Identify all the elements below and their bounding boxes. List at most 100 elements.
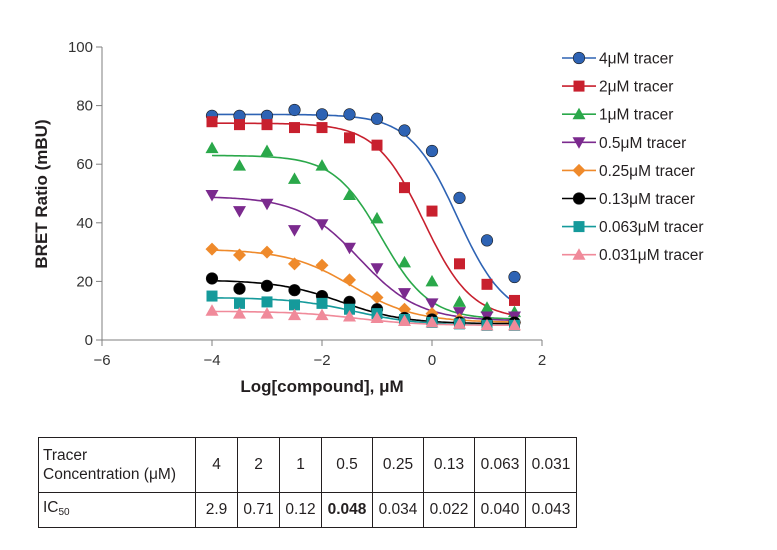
- data-point: [425, 315, 439, 328]
- ic50-cell: 0.71: [237, 492, 280, 528]
- data-point: [288, 257, 301, 271]
- concentration-header: Tracer Concentration (μM): [38, 437, 196, 493]
- data-point: [288, 284, 301, 297]
- legend-label: 0.031μM tracer: [599, 247, 704, 264]
- legend-label: 0.5μM tracer: [599, 135, 686, 152]
- concentration-cell: 0.031: [525, 437, 577, 493]
- data-point: [454, 258, 465, 270]
- data-point: [315, 159, 329, 171]
- legend-label: 4μM tracer: [599, 51, 673, 68]
- legend-marker: [572, 192, 586, 205]
- legend-marker: [573, 80, 585, 92]
- y-tick-label: 0: [85, 332, 93, 349]
- fit-curve: [212, 122, 515, 316]
- ticks: 0 20 40 60 80 100 −6 −4 −2 0 2: [68, 39, 546, 369]
- legend-label: 0.13μM tracer: [599, 191, 695, 208]
- data-point: [205, 272, 219, 285]
- data-point: [343, 273, 356, 287]
- y-tick-label: 40: [76, 215, 93, 232]
- data-point: [288, 172, 301, 184]
- data-point: [370, 311, 384, 324]
- data-point: [480, 234, 494, 247]
- fit-curve: [211, 154, 515, 320]
- data-point: [205, 141, 219, 154]
- data-point: [261, 119, 273, 131]
- y-axis-title: BRET Ratio (mBU): [32, 119, 51, 268]
- y-tick-label: 100: [68, 39, 93, 56]
- legend-label: 0.063μM tracer: [599, 219, 704, 236]
- data-point: [398, 124, 411, 137]
- data-point: [288, 308, 301, 321]
- concentration-cell: 0.25: [372, 437, 424, 493]
- data-point: [371, 139, 383, 151]
- data-point: [316, 122, 328, 134]
- data-point: [425, 144, 439, 158]
- data-point: [233, 206, 246, 218]
- data-point: [343, 310, 356, 322]
- data-point: [289, 299, 300, 311]
- data-point: [233, 159, 246, 171]
- data-point: [370, 211, 384, 224]
- data-point: [399, 182, 410, 194]
- ic50-cell: 0.12: [279, 492, 322, 528]
- ic50-label: IC: [43, 499, 59, 516]
- data-point: [260, 198, 274, 211]
- data-point: [315, 219, 329, 231]
- ic50-header: IC50: [38, 492, 196, 528]
- ic50-row: IC50 2.9 0.71 0.12 0.048 0.034 0.022 0.0…: [38, 492, 577, 528]
- legend-marker: [572, 163, 586, 177]
- data-point: [315, 258, 329, 272]
- ic50-cell: 0.043: [525, 492, 577, 528]
- x-tick-label: −2: [313, 352, 330, 369]
- data-point: [288, 225, 301, 237]
- data-point: [508, 270, 521, 284]
- concentration-cell: 0.13: [423, 437, 475, 493]
- data-point: [260, 144, 274, 157]
- legend-marker: [573, 221, 585, 233]
- ic50-subscript: 50: [58, 507, 70, 518]
- data-point: [453, 317, 466, 329]
- legend-marker: [572, 137, 586, 149]
- data-point: [315, 308, 329, 321]
- data-point: [480, 318, 494, 331]
- concentration-header-line1: Tracer: [43, 447, 88, 464]
- legend-marker: [572, 107, 586, 120]
- data-point: [343, 108, 356, 121]
- data-point: [206, 290, 218, 302]
- x-axis-title: Log[compound], μM: [240, 377, 403, 396]
- data-point: [343, 242, 356, 255]
- data-point: [426, 205, 438, 217]
- data-point: [481, 278, 493, 290]
- ic50-cell: 0.022: [423, 492, 475, 528]
- data-point: [205, 304, 219, 316]
- ic50-cell: 2.9: [195, 492, 238, 528]
- data-point: [398, 302, 411, 316]
- x-tick-label: 2: [538, 352, 546, 369]
- data-point: [370, 291, 384, 305]
- y-tick-label: 60: [76, 156, 93, 173]
- data-point: [343, 188, 356, 200]
- fit-curve: [211, 196, 515, 322]
- concentration-row: Tracer Concentration (μM) 4 2 1 0.5 0.25 …: [38, 437, 577, 493]
- legend-marker: [572, 51, 586, 65]
- concentration-cell: 2: [237, 437, 280, 493]
- ic50-cell: 0.048: [321, 492, 373, 528]
- concentration-cell: 0.063: [474, 437, 526, 493]
- legend-marker: [572, 248, 586, 260]
- ic50-cell: 0.040: [474, 492, 526, 528]
- ic50-cell: 0.034: [372, 492, 424, 528]
- data-point: [289, 122, 300, 134]
- legend-label: 0.25μM tracer: [599, 163, 695, 180]
- data-point: [234, 119, 245, 131]
- data-point: [261, 296, 273, 308]
- concentration-cell: 0.5: [321, 437, 373, 493]
- data-point: [398, 314, 411, 326]
- x-tick-label: −4: [203, 352, 220, 369]
- data-point: [344, 303, 355, 315]
- data-point: [205, 242, 219, 256]
- data-point: [260, 279, 274, 292]
- data-point: [233, 248, 246, 262]
- fit-curves: [211, 113, 515, 327]
- data-point: [425, 298, 439, 310]
- data-point: [509, 294, 520, 306]
